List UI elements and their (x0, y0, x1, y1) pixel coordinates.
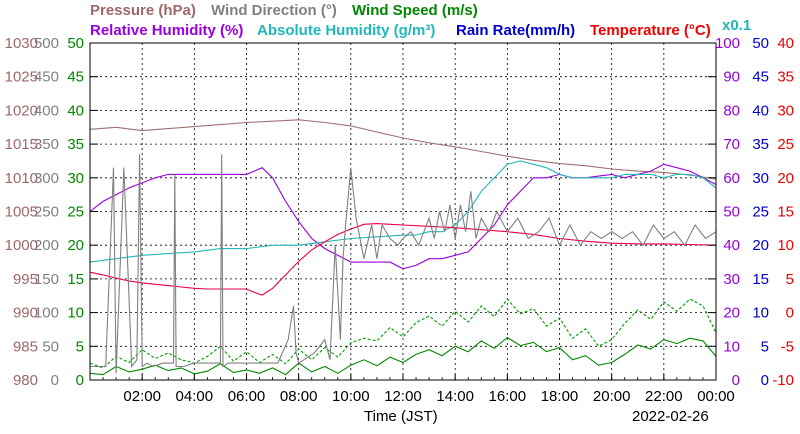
rh-tick-label: 50 (723, 204, 740, 221)
pressure-title: Pressure (hPa) (90, 2, 196, 19)
rh-tick-label: 40 (723, 237, 740, 254)
x-axis-label: Time (JST) (364, 408, 438, 425)
wind_speed-tick-label: 5 (76, 338, 84, 355)
x-tick-label: 14:00 (436, 388, 474, 405)
pressure-tick-label: 980 (13, 372, 38, 389)
wind_dir-tick-label: 250 (34, 204, 59, 221)
rain-tick-label: 20 (752, 237, 769, 254)
wind-speed-line (89, 336, 717, 376)
rh-tick-label: 30 (723, 271, 740, 288)
wind_dir-tick-label: 50 (42, 338, 59, 355)
temp-tick-label: 25 (777, 136, 794, 153)
rain-tick-label: 15 (752, 271, 769, 288)
wind_dir-tick-label: 450 (34, 69, 59, 86)
rain-tick-label: 40 (752, 102, 769, 119)
wind_speed-tick-label: 25 (67, 204, 84, 221)
wind_speed-tick-label: 15 (67, 271, 84, 288)
wind-speed-title: Wind Speed (m/s) (352, 2, 478, 19)
pressure-tick-label: 1000 (5, 237, 38, 254)
temp-tick-label: 20 (777, 170, 794, 187)
wind_dir-tick-label: 200 (34, 237, 59, 254)
pressure-tick-label: 985 (13, 338, 38, 355)
wind_speed-tick-label: 20 (67, 237, 84, 254)
rain-title: Rain Rate(mm/h) (456, 22, 575, 39)
wind_speed-tick-label: 10 (67, 305, 84, 322)
date-label: 2022-02-26 (632, 408, 709, 425)
temp-tick-label: 0 (786, 305, 794, 322)
ah-title: Absolute Humidity (g/m³) (257, 22, 435, 39)
wind_dir-tick-label: 400 (34, 102, 59, 119)
wind_speed-tick-label: 50 (67, 35, 84, 52)
wind_speed-tick-label: 0 (76, 372, 84, 389)
temp-tick-label: 30 (777, 102, 794, 119)
wind_speed-tick-label: 45 (67, 69, 84, 86)
pressure-tick-label: 1015 (5, 136, 38, 153)
rain-tick-label: 10 (752, 305, 769, 322)
pressure-tick-label: 1025 (5, 69, 38, 86)
temp-tick-label: 15 (777, 204, 794, 221)
x-tick-label: 04:00 (176, 388, 214, 405)
rh-line (89, 163, 717, 270)
temp-tick-label: 5 (786, 271, 794, 288)
rain-tick-label: 50 (752, 35, 769, 52)
rain-tick-label: 25 (752, 204, 769, 221)
rain-tick-label: 45 (752, 69, 769, 86)
rain-tick-label: 35 (752, 136, 769, 153)
rh-tick-label: 80 (723, 102, 740, 119)
pressure-tick-label: 990 (13, 305, 38, 322)
wind_dir-tick-label: 100 (34, 305, 59, 322)
pressure-tick-label: 1020 (5, 102, 38, 119)
rh-title: Relative Humidity (%) (90, 22, 243, 39)
pressure-line (89, 119, 717, 180)
x-ticks: 02:00 04:00 06:00 08:00 10:00 12:00 14:00 16:00… (89, 374, 735, 405)
ah-scale-label: x0.1 (722, 17, 751, 34)
grid (90, 43, 716, 380)
x-tick-label: 22:00 (645, 388, 683, 405)
rh-tick-label: 0 (732, 372, 740, 389)
wind_dir-tick-label: 500 (34, 35, 59, 52)
x-tick-label: 18:00 (541, 388, 579, 405)
rain-tick-label: 5 (761, 338, 769, 355)
rh-tick-label: 10 (723, 338, 740, 355)
axes-group: 9809859909951000100510101015102010251030… (5, 35, 794, 389)
wind-direction-title: Wind Direction (°) (211, 2, 337, 19)
pressure-tick-label: 1030 (5, 35, 38, 52)
rain-tick-label: 0 (761, 372, 769, 389)
wind_dir-tick-label: 300 (34, 170, 59, 187)
pressure-tick-label: 995 (13, 271, 38, 288)
wind_dir-tick-label: 150 (34, 271, 59, 288)
rh-tick-label: 90 (723, 69, 740, 86)
rh-tick-label: 20 (723, 305, 740, 322)
ah-line (89, 160, 717, 263)
temp-tick-label: -5 (781, 338, 794, 355)
pressure-tick-label: 1005 (5, 204, 38, 221)
wind-direction-line (90, 154, 717, 374)
wind_speed-tick-label: 35 (67, 136, 84, 153)
x-tick-label: 06:00 (228, 388, 266, 405)
x-tick-label: 02:00 (123, 388, 161, 405)
rh-tick-label: 100 (715, 35, 740, 52)
rh-tick-label: 70 (723, 136, 740, 153)
wind_speed-tick-label: 30 (67, 170, 84, 187)
temperature-title: Temperature (°C) (590, 22, 711, 39)
x-tick-label: 10:00 (332, 388, 370, 405)
temp-tick-label: 40 (777, 35, 794, 52)
rain-tick-label: 30 (752, 170, 769, 187)
temp-tick-label: 35 (777, 69, 794, 86)
rh-tick-label: 60 (723, 170, 740, 187)
x-tick-label: 00:00 (697, 388, 735, 405)
x-tick-label: 08:00 (280, 388, 318, 405)
x-tick-label: 12:00 (384, 388, 422, 405)
temp-tick-label: -10 (772, 372, 794, 389)
x-tick-label: 20:00 (593, 388, 631, 405)
wind_dir-tick-label: 0 (51, 372, 59, 389)
x-tick-label: 16:00 (489, 388, 527, 405)
wind_speed-tick-label: 40 (67, 102, 84, 119)
wind_dir-tick-label: 350 (34, 136, 59, 153)
temp-tick-label: 10 (777, 237, 794, 254)
pressure-tick-label: 1010 (5, 170, 38, 187)
temperature-line (89, 223, 717, 296)
